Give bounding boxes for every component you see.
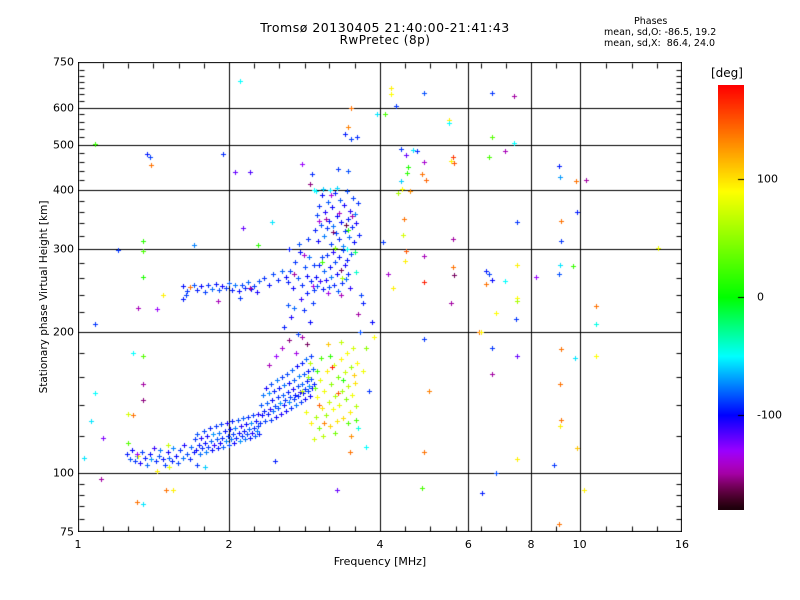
- y-tick-label: 75: [60, 525, 74, 539]
- x-tick-label: 8: [527, 538, 535, 551]
- scatter-plot-canvas: [78, 62, 682, 532]
- x-tick-label: 6: [464, 538, 472, 551]
- y-axis-label: Stationary phase Virtual Height [km]: [38, 200, 50, 394]
- phase-stats-x-mode: mean, sd,X: 86.4, 24.0: [604, 38, 716, 49]
- y-tick-label: 100: [53, 466, 74, 480]
- colorbar-tick-label: -100: [757, 408, 782, 422]
- phase-stats-block: Phases mean, sd,O: -86.5, 19.2 mean, sd,X:…: [604, 16, 784, 49]
- x-tick-label: 1: [74, 538, 82, 551]
- y-tick-label: 400: [53, 183, 74, 197]
- x-axis-label: Frequency [MHz]: [333, 555, 427, 568]
- x-tick-label: 2: [225, 538, 233, 551]
- colorbar-units-label: [deg]: [711, 66, 743, 80]
- x-tick-label: 16: [675, 538, 689, 551]
- page-subtitle: RwPretec (8p): [339, 33, 431, 47]
- colorbar-tick-label: 100: [757, 172, 778, 186]
- colorbar-tick-label: 0: [757, 290, 764, 304]
- y-tick-label: 750: [53, 55, 74, 69]
- y-tick-label: 600: [53, 101, 74, 115]
- x-tick-label: 4: [376, 538, 384, 551]
- page-title: Tromsø 20130405 21:40:00-21:41:43: [260, 20, 510, 35]
- x-tick-label: 10: [572, 538, 587, 551]
- y-tick-label: 300: [53, 242, 74, 256]
- phase-stats-o-mode: mean, sd,O: -86.5, 19.2: [604, 27, 717, 38]
- colorbar-canvas: [718, 85, 744, 510]
- y-tick-label: 500: [53, 138, 74, 152]
- y-tick-label: 200: [53, 325, 74, 339]
- phase-stats-header: Phases: [634, 16, 668, 27]
